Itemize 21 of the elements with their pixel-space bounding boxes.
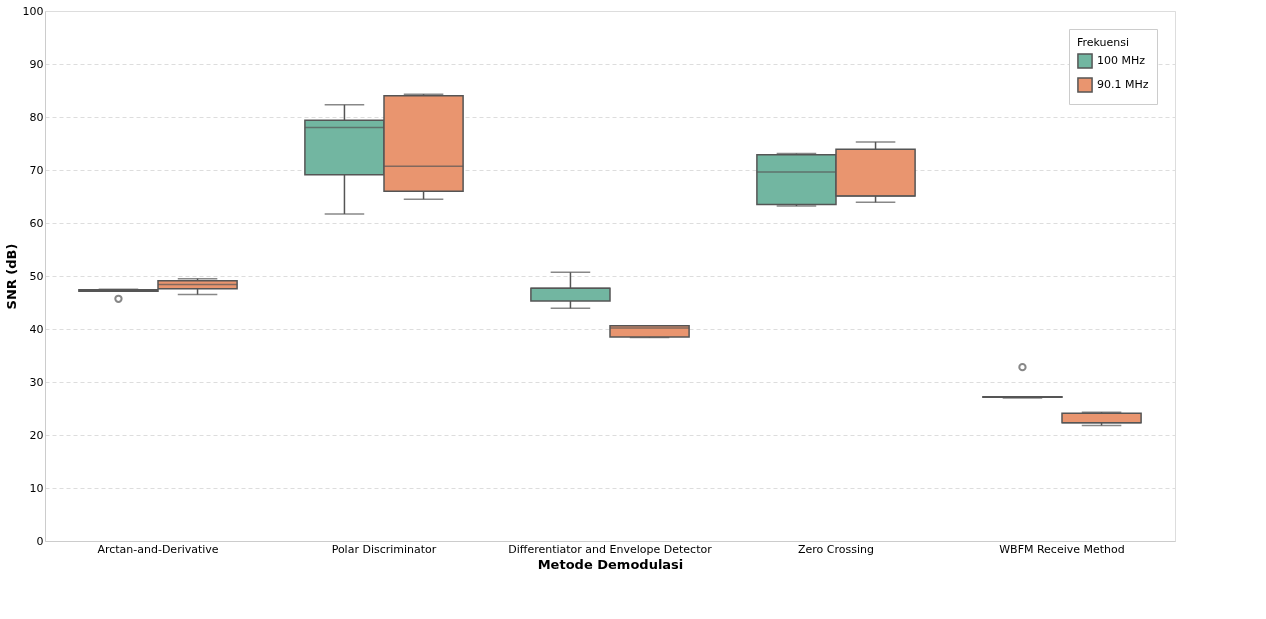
- y-tick-label: 60: [29, 216, 44, 230]
- legend-title: Frekuensi: [1077, 36, 1130, 49]
- x-tick-label: Zero Crossing: [798, 542, 874, 556]
- y-tick-label: 20: [29, 428, 44, 442]
- x-axis-title: Metode Demodulasi: [537, 556, 684, 572]
- y-axis-title: SNR (dB): [3, 243, 19, 310]
- y-tick-label: 40: [29, 322, 44, 336]
- y-tick-label: 100: [22, 4, 44, 18]
- y-tick-label: 30: [29, 375, 44, 389]
- y-tick-label: 10: [29, 481, 44, 495]
- y-tick-label: 70: [29, 163, 44, 177]
- y-tick-label: 0: [36, 534, 44, 548]
- x-tick-label: Polar Discriminator: [331, 542, 437, 556]
- y-tick-label: 80: [29, 110, 44, 124]
- legend-label: 90.1 MHz: [1097, 78, 1149, 91]
- x-tick-label: WBFM Receive Method: [999, 542, 1125, 556]
- x-tick-label: Differentiator and Envelope Detector: [508, 542, 713, 556]
- legend-label: 100 MHz: [1097, 54, 1146, 67]
- y-tick-label: 90: [29, 57, 44, 71]
- x-tick-label: Arctan-and-Derivative: [97, 542, 219, 556]
- y-tick-label: 50: [29, 269, 44, 283]
